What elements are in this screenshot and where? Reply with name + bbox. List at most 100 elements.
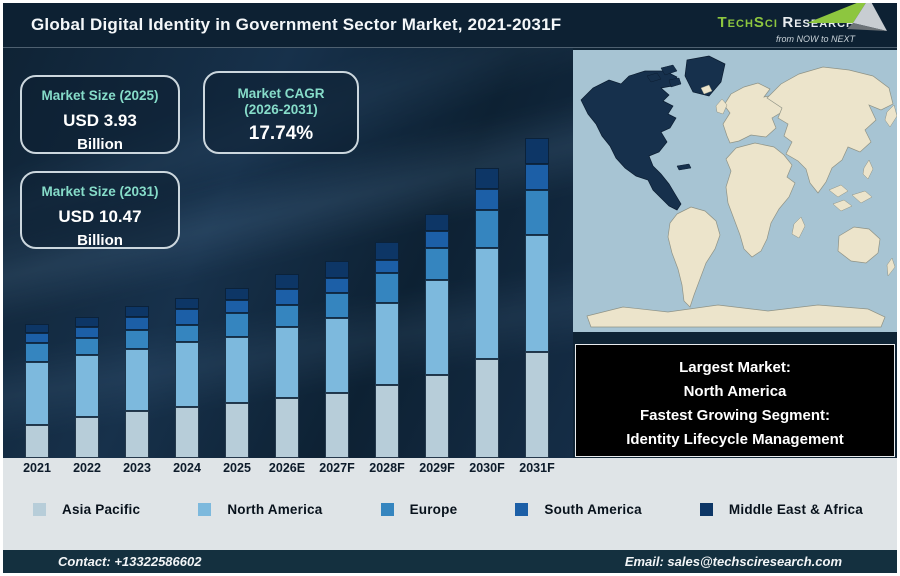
x-axis-label-2028f: 2028F — [369, 461, 405, 475]
x-axis-label-2024: 2024 — [173, 461, 201, 475]
bar-segment-north-america — [225, 337, 249, 403]
map-panel — [573, 50, 897, 332]
x-axis-label-2021: 2021 — [23, 461, 51, 475]
bar-segment-europe — [25, 343, 49, 362]
continent-south-america — [667, 206, 721, 308]
bar-segment-asia-pacific — [425, 375, 449, 458]
bar-segment-south-america — [75, 327, 99, 338]
stat-unit: Billion — [77, 136, 123, 153]
legend-item-asia-pacific: Asia Pacific — [33, 502, 140, 517]
caribbean-islands — [676, 163, 692, 171]
bar-segment-middle-east-africa — [225, 288, 249, 300]
bar-segment-europe — [225, 313, 249, 337]
bar-segment-north-america — [25, 362, 49, 425]
x-axis-label-2031f: 2031F — [519, 461, 555, 475]
legend-swatch-south-america — [515, 503, 529, 516]
footer-bar: Contact: +13322586602 Email: sales@techs… — [3, 550, 897, 573]
bar-segment-north-america — [175, 342, 199, 407]
bar-segment-north-america — [475, 248, 499, 359]
bar-segment-middle-east-africa — [525, 138, 549, 164]
continent-africa — [725, 142, 796, 258]
legend-swatch-middle-east-africa — [699, 503, 713, 516]
bar-2021 — [25, 324, 49, 458]
x-axis-label-2030f: 2030F — [469, 461, 505, 475]
arctic-island — [660, 64, 678, 76]
legend-label-middle-east-africa: Middle East & Africa — [728, 502, 863, 517]
bar-2026e — [275, 274, 299, 458]
callout-line: Fastest Growing Segment: — [639, 407, 831, 424]
bar-segment-south-america — [375, 260, 399, 273]
callout-line: Identity Lifecycle Management — [626, 431, 844, 448]
stat-box-cagr: Market CAGR (2026-2031) 17.74% — [203, 71, 359, 154]
bar-2023 — [125, 306, 149, 458]
header: Global Digital Identity in Government Se… — [3, 3, 897, 48]
stat-value: USD 10.47 — [58, 207, 142, 226]
philippines — [862, 159, 874, 180]
legend-item-middle-east-africa: Middle East & Africa — [699, 502, 863, 517]
bar-segment-south-america — [25, 333, 49, 343]
greenland — [684, 55, 726, 97]
bar-2030f — [475, 168, 499, 458]
x-axis-label-2026e: 2026E — [268, 461, 306, 475]
bar-segment-middle-east-africa — [475, 168, 499, 189]
continent-australia — [837, 226, 881, 264]
bar-segment-asia-pacific — [75, 417, 99, 458]
bar-segment-europe — [125, 330, 149, 349]
bar-segment-south-america — [325, 278, 349, 293]
bar-segment-south-america — [225, 300, 249, 313]
stat-value: 17.74% — [248, 123, 314, 144]
x-axis-label-2027f: 2027F — [319, 461, 355, 475]
bar-segment-asia-pacific — [325, 393, 349, 458]
stat-value: USD 3.93 — [63, 111, 137, 130]
indonesia-island — [851, 190, 873, 204]
bar-segment-asia-pacific — [375, 385, 399, 458]
bar-segment-europe — [175, 325, 199, 342]
legend-item-north-america: North America — [198, 502, 322, 517]
bar-segment-asia-pacific — [125, 411, 149, 458]
bar-segment-middle-east-africa — [125, 306, 149, 317]
stat-box-market-size-2031: Market Size (2031) USD 10.47 Billion — [20, 171, 180, 249]
bar-2029f — [425, 214, 449, 458]
bar-2025 — [225, 288, 249, 458]
stat-unit: Billion — [77, 232, 123, 249]
bar-segment-south-america — [275, 289, 299, 305]
legend-swatch-europe — [380, 503, 394, 516]
footer-email: Email: sales@techsciresearch.com — [624, 554, 842, 569]
bar-segment-middle-east-africa — [25, 324, 49, 333]
axis-legend-strip: 2021 2022 2023 2024 2025 2026E 2027F 2028F 2029F… — [3, 458, 897, 550]
bar-2031f — [525, 138, 549, 458]
page-title: Global Digital Identity in Government Se… — [31, 15, 562, 34]
market-callout-box: Largest Market: North America Fastest Gr… — [575, 344, 895, 457]
bar-segment-europe — [275, 305, 299, 327]
bar-segment-north-america — [325, 318, 349, 393]
bar-chart — [3, 48, 573, 458]
bar-segment-asia-pacific — [225, 403, 249, 458]
bar-segment-europe — [425, 248, 449, 280]
legend-label-north-america: North America — [227, 502, 323, 517]
arctic-island — [668, 77, 682, 88]
legend-swatch-north-america — [198, 503, 212, 516]
bar-segment-europe — [75, 338, 99, 355]
bar-segment-north-america — [525, 235, 549, 352]
bar-segment-asia-pacific — [475, 359, 499, 458]
bar-2024 — [175, 298, 199, 458]
stat-title: Market Size (2025) — [41, 88, 159, 103]
bar-segment-middle-east-africa — [75, 317, 99, 327]
bar-segment-south-america — [525, 164, 549, 190]
bar-segment-europe — [525, 190, 549, 235]
legend-label-asia-pacific: Asia Pacific — [62, 502, 141, 517]
bar-segment-south-america — [475, 189, 499, 210]
stat-title: Market CAGR (2026-2031) — [237, 86, 325, 117]
chart-panel: Market Size (2025) USD 3.93 Billion Mark… — [3, 48, 573, 458]
bar-2028f — [375, 242, 399, 458]
world-map — [573, 50, 897, 332]
bar-2027f — [325, 261, 349, 458]
bar-segment-north-america — [125, 349, 149, 411]
chart-legend: Asia Pacific North America Europe South Ame… — [33, 502, 863, 517]
madagascar — [791, 216, 806, 239]
bar-segment-middle-east-africa — [375, 242, 399, 260]
legend-label-europe: Europe — [409, 502, 458, 517]
stat-title: Market Size (2031) — [41, 184, 159, 199]
footer-contact: Contact: +13322586602 — [58, 554, 202, 569]
bar-segment-middle-east-africa — [325, 261, 349, 278]
